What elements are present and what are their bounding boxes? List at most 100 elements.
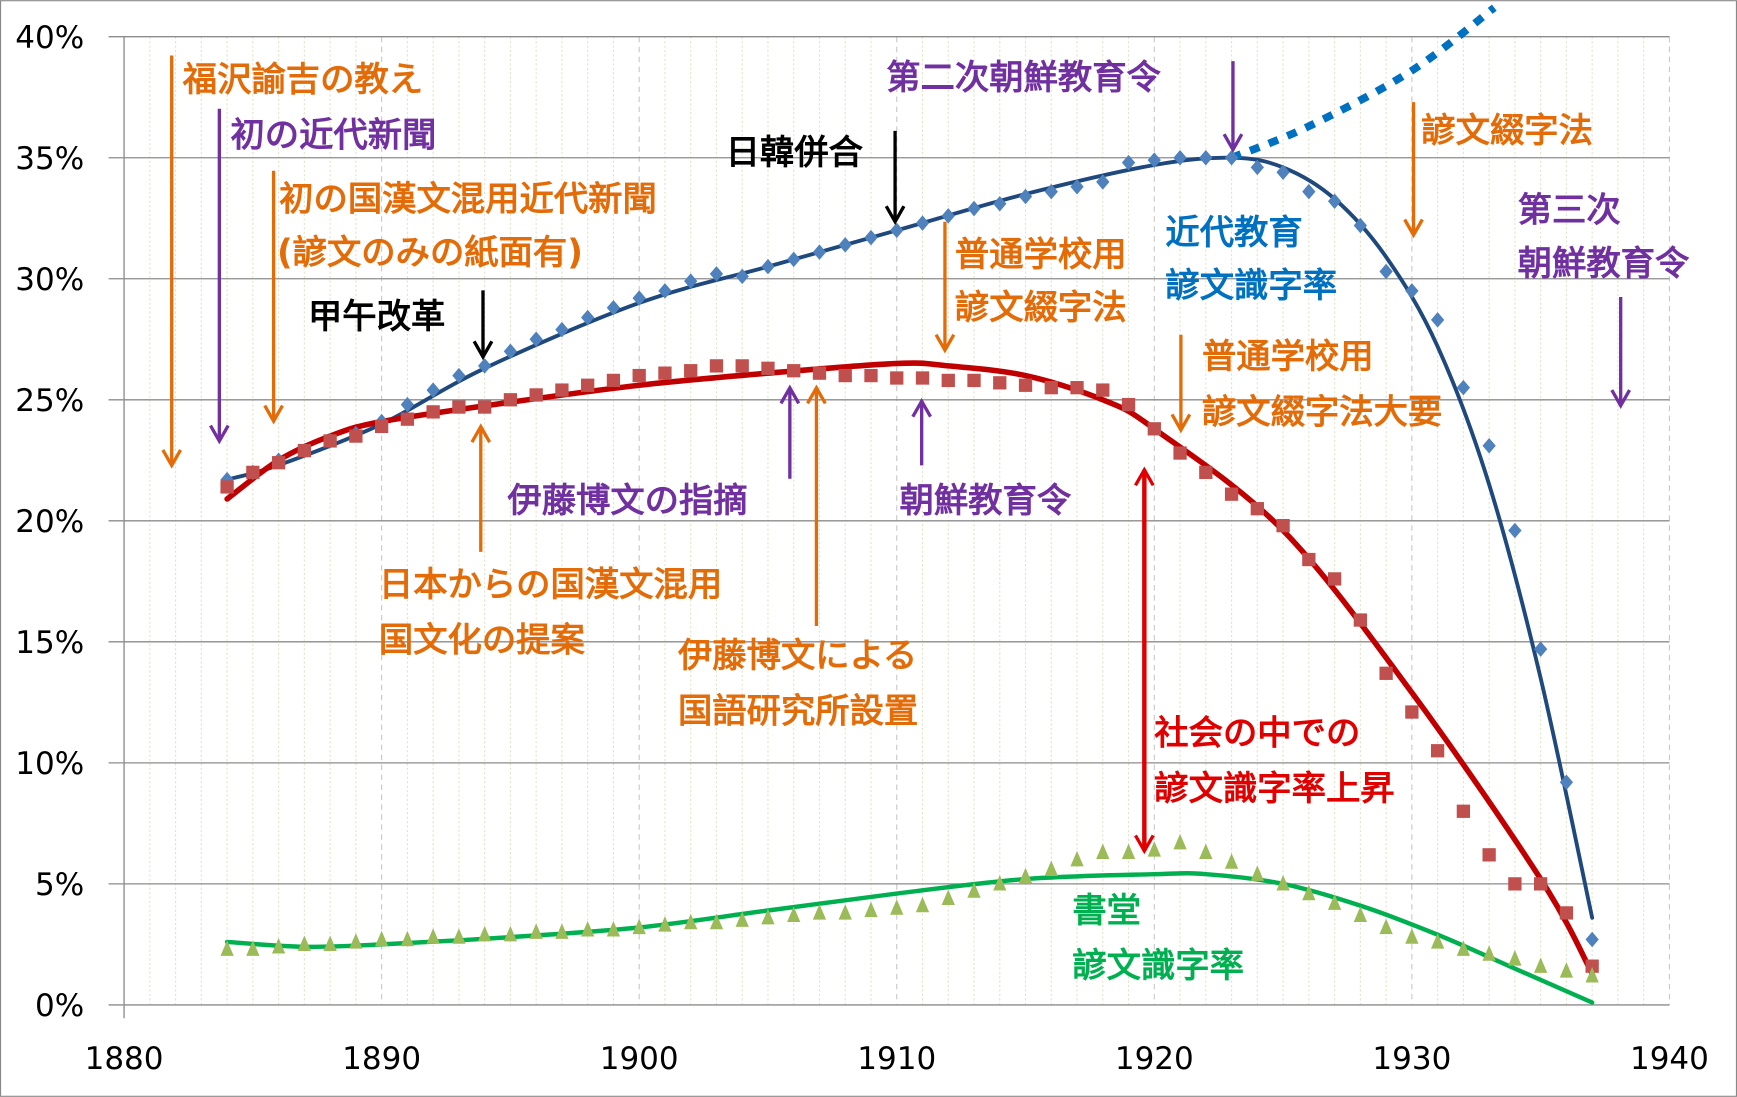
square-point xyxy=(632,368,646,383)
square-point xyxy=(915,371,930,385)
annotation-first-edict: 朝鮮教育令 xyxy=(900,481,1072,521)
grid xyxy=(108,36,1670,1019)
triangle-point xyxy=(1044,860,1058,877)
annotation-fukuzawa: 福沢諭吉の教え xyxy=(182,60,423,100)
triangle-point xyxy=(684,913,698,930)
square-point xyxy=(323,434,337,448)
triangle-point xyxy=(993,875,1007,891)
arrowhead-icon xyxy=(263,404,284,425)
square-point xyxy=(503,393,518,407)
arrowhead-icon xyxy=(1403,218,1424,239)
diamond-point xyxy=(1147,152,1161,168)
square-point xyxy=(1405,705,1419,719)
diamond-point xyxy=(709,266,724,282)
diamond-point xyxy=(1224,149,1239,166)
square-point xyxy=(529,388,543,402)
triangle-point xyxy=(838,904,852,920)
triangle-point xyxy=(1533,957,1548,973)
arrowhead-icon xyxy=(1134,466,1155,487)
triangle-point xyxy=(581,921,595,937)
square-point xyxy=(349,429,363,443)
diamond-point xyxy=(1327,193,1342,210)
annotation-japan-proposal-2: 国文化の提案 xyxy=(379,621,586,661)
arrowhead-icon xyxy=(161,449,183,469)
square-point xyxy=(709,359,724,373)
x-tick-label: 1890 xyxy=(342,1041,421,1077)
triangle-point xyxy=(787,906,801,922)
annotation-japan-proposal: 日本からの国漢文混用 xyxy=(379,565,722,605)
square-point xyxy=(735,359,749,373)
triangle-point xyxy=(967,882,981,898)
arrowhead-icon xyxy=(1610,389,1631,409)
triangle-point xyxy=(632,918,646,935)
triangle-point xyxy=(1353,906,1368,922)
triangle-point xyxy=(1430,933,1445,949)
square-point xyxy=(1585,959,1599,973)
diamond-point xyxy=(1353,217,1368,234)
label-modern-education: 近代教育 xyxy=(1165,213,1302,253)
diamond-point xyxy=(915,215,930,231)
triangle-point xyxy=(1456,940,1471,956)
triangle-point xyxy=(1250,865,1264,881)
x-tick-label: 1940 xyxy=(1630,1041,1709,1077)
triangle-point xyxy=(349,933,363,949)
diamond-point xyxy=(735,268,749,285)
square-point xyxy=(1508,877,1522,891)
square-point xyxy=(864,368,878,383)
triangle-point xyxy=(606,921,621,937)
triangle-point xyxy=(1147,841,1161,857)
triangle-point xyxy=(915,896,930,913)
diamond-point xyxy=(1044,183,1058,200)
square-point xyxy=(1559,906,1574,920)
square-point xyxy=(1018,378,1033,392)
annotation-gabo-reform: 甲午改革 xyxy=(308,297,445,337)
label-seodang: 書堂 xyxy=(1072,891,1141,931)
square-point xyxy=(1379,666,1393,680)
square-point xyxy=(941,373,955,388)
diamond-point xyxy=(1379,263,1393,280)
triangle-point xyxy=(890,899,904,915)
triangle-point xyxy=(1585,966,1599,983)
triangle-point xyxy=(761,908,775,925)
x-tick-label: 1880 xyxy=(85,1041,164,1077)
diamond-point xyxy=(1070,179,1084,195)
x-tick-label: 1900 xyxy=(600,1041,679,1077)
triangle-point xyxy=(400,930,415,947)
y-tick-label: 5% xyxy=(35,867,84,903)
square-point xyxy=(658,366,672,380)
square-point xyxy=(1276,518,1290,533)
annotation-mixed-newspaper-note: (諺文のみの紙面有) xyxy=(277,233,583,273)
triangle-point xyxy=(1379,918,1393,935)
triangle-point xyxy=(1276,875,1290,891)
triangle-point xyxy=(271,937,286,954)
diamond-point xyxy=(426,382,440,398)
triangle-point xyxy=(323,935,337,952)
square-point xyxy=(555,383,569,397)
diamond-point xyxy=(1302,183,1316,200)
square-point xyxy=(1533,877,1548,891)
y-tick-label: 0% xyxy=(35,988,84,1024)
square-point xyxy=(220,480,234,494)
y-tick-label: 25% xyxy=(15,383,84,419)
square-point xyxy=(1482,848,1496,862)
triangle-point xyxy=(220,940,234,956)
arrowhead-icon xyxy=(472,340,494,361)
arrowhead-icon xyxy=(934,333,956,354)
square-point xyxy=(297,443,312,458)
triangle-point xyxy=(1302,884,1316,901)
label-modern-education-2: 諺文識字率 xyxy=(1165,266,1337,306)
diamond-point xyxy=(1276,164,1290,181)
square-point xyxy=(1353,613,1368,627)
triangle-point xyxy=(1224,853,1239,869)
annotation-society-rise-2: 諺文識字率上昇 xyxy=(1154,769,1394,809)
diamond-point xyxy=(529,331,543,348)
square-point xyxy=(1147,422,1161,436)
y-tick-label: 20% xyxy=(15,504,84,540)
tick-labels: 0% 5% 10% 15% 20% 25% 30% 35% 40% 1880 1890 1900 191… xyxy=(15,20,1709,1077)
triangle-point xyxy=(246,940,260,956)
annotation-second-edict: 第二次朝鮮教育令 xyxy=(886,58,1161,98)
trendline xyxy=(224,871,1595,1005)
annotation-third-edict-2: 朝鮮教育令 xyxy=(1518,244,1690,284)
annotation-common-school-outline-2: 諺文綴字法大要 xyxy=(1202,392,1442,432)
